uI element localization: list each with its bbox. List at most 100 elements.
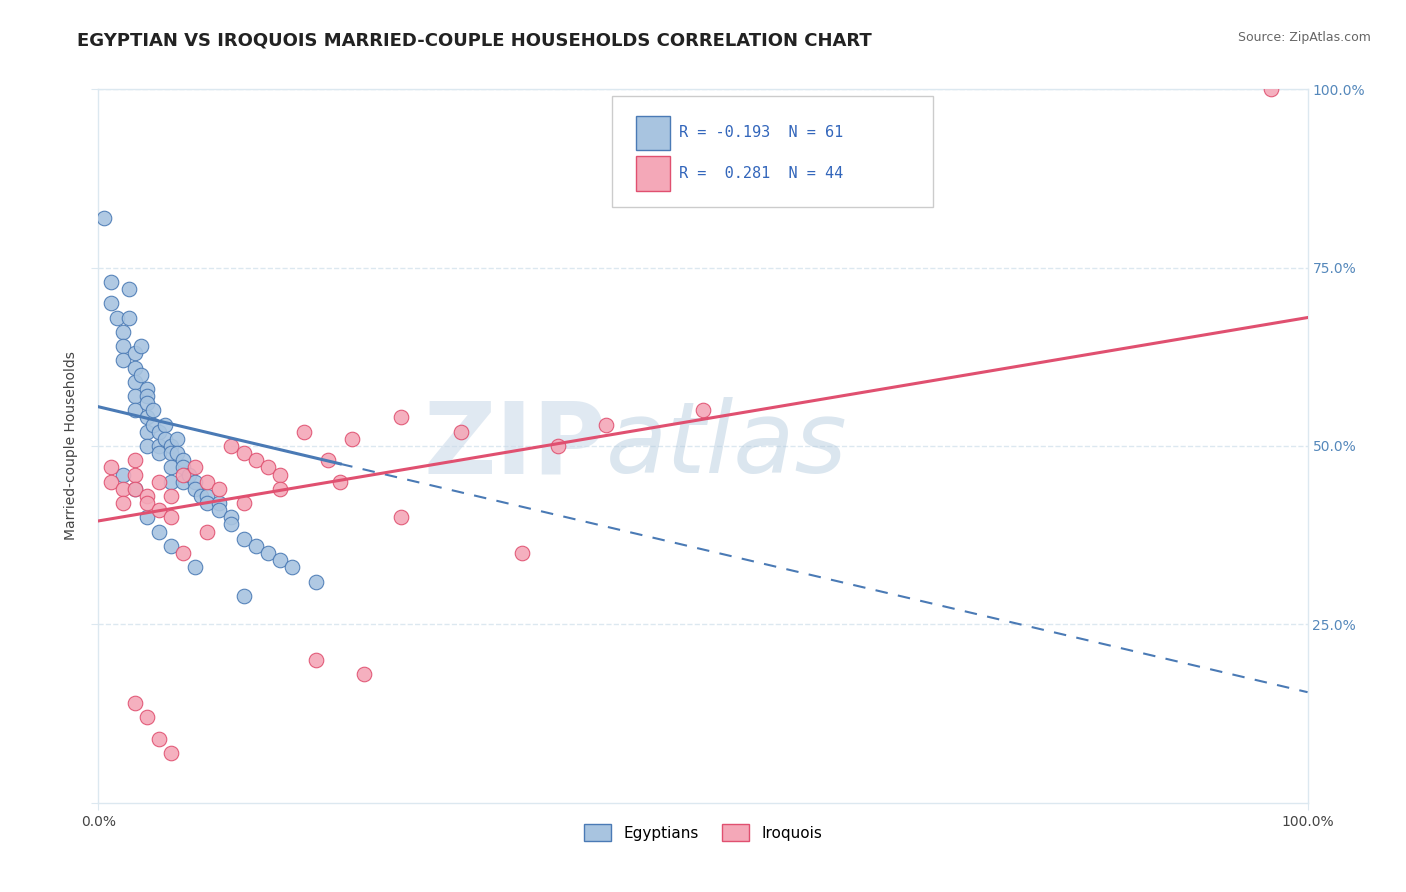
Point (93, 211, 115, 225)
Point (142, 403, 165, 417)
Point (160, 446, 183, 460)
Point (208, 503, 231, 517)
Point (135, 710, 157, 724)
Point (118, 282, 141, 296)
Point (135, 489, 157, 503)
Point (232, 446, 254, 460)
Point (190, 489, 212, 503)
Point (195, 489, 218, 503)
Point (184, 482, 207, 496)
Point (111, 482, 134, 496)
Point (184, 475, 207, 489)
Text: EGYPTIAN VS IROQUOIS MARRIED-COUPLE HOUSEHOLDS CORRELATION CHART: EGYPTIAN VS IROQUOIS MARRIED-COUPLE HOUS… (77, 31, 872, 49)
Point (135, 425, 157, 439)
Point (135, 410, 157, 425)
Point (160, 510, 183, 524)
Point (232, 496, 254, 510)
Point (450, 425, 472, 439)
Point (232, 532, 254, 546)
Point (172, 460, 194, 475)
Point (111, 325, 134, 339)
Point (142, 417, 165, 432)
Point (135, 510, 157, 524)
Point (148, 439, 170, 453)
Point (100, 296, 122, 310)
Point (111, 353, 134, 368)
Point (124, 389, 146, 403)
Point (1260, 82, 1282, 96)
Point (329, 475, 352, 489)
Point (124, 482, 146, 496)
Point (160, 489, 183, 503)
Point (148, 503, 170, 517)
Point (510, 546, 533, 560)
Point (148, 446, 170, 460)
Point (195, 524, 218, 539)
FancyBboxPatch shape (637, 116, 671, 150)
Point (124, 360, 146, 375)
Point (305, 653, 328, 667)
Text: R = -0.193  N = 61: R = -0.193 N = 61 (679, 125, 844, 140)
Point (195, 496, 218, 510)
Point (111, 496, 134, 510)
Point (256, 460, 278, 475)
Point (269, 553, 291, 567)
Point (692, 403, 714, 417)
Point (353, 667, 375, 681)
Point (389, 510, 412, 524)
Point (124, 403, 146, 417)
Point (221, 517, 243, 532)
Point (148, 731, 170, 746)
Point (124, 482, 146, 496)
Point (269, 482, 291, 496)
Point (195, 475, 218, 489)
Point (221, 510, 243, 524)
Point (124, 696, 146, 710)
Point (118, 310, 141, 325)
Point (160, 746, 183, 760)
Point (148, 524, 170, 539)
Point (179, 467, 201, 482)
Point (245, 453, 267, 467)
Point (160, 539, 183, 553)
Point (135, 439, 157, 453)
Point (160, 460, 183, 475)
Point (111, 467, 134, 482)
Point (124, 453, 146, 467)
Point (135, 389, 157, 403)
Point (160, 475, 183, 489)
Text: Source: ZipAtlas.com: Source: ZipAtlas.com (1237, 31, 1371, 45)
Point (172, 467, 194, 482)
Point (172, 546, 194, 560)
Point (153, 417, 176, 432)
Point (135, 496, 157, 510)
Point (208, 496, 231, 510)
Point (292, 425, 315, 439)
Text: ZIP: ZIP (423, 398, 606, 494)
Point (184, 560, 207, 574)
Point (148, 475, 170, 489)
Point (256, 546, 278, 560)
Point (269, 467, 291, 482)
Legend: Egyptians, Iroquois: Egyptians, Iroquois (576, 817, 830, 848)
Point (129, 368, 152, 382)
Point (166, 446, 188, 460)
Point (166, 432, 188, 446)
Point (160, 439, 183, 453)
Point (100, 460, 122, 475)
Point (389, 410, 412, 425)
Point (172, 475, 194, 489)
Point (281, 560, 304, 574)
Point (316, 453, 339, 467)
FancyBboxPatch shape (637, 156, 671, 191)
Point (245, 539, 267, 553)
Point (105, 310, 128, 325)
Point (305, 574, 328, 589)
Point (111, 339, 134, 353)
Point (232, 589, 254, 603)
Point (342, 432, 364, 446)
FancyBboxPatch shape (613, 96, 932, 207)
Y-axis label: Married-couple Households: Married-couple Households (65, 351, 79, 541)
Point (184, 460, 207, 475)
Point (100, 275, 122, 289)
